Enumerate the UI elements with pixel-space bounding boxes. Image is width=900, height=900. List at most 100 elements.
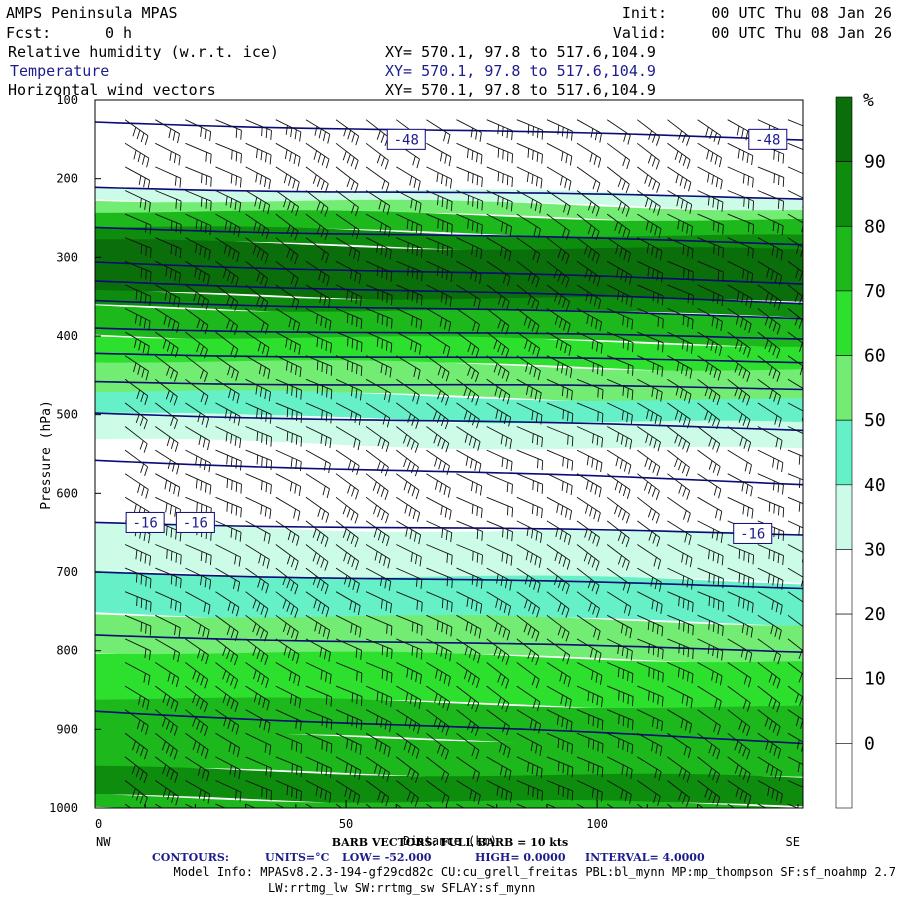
wind-barb bbox=[757, 190, 785, 211]
wind-barb bbox=[335, 308, 363, 329]
wind-barb bbox=[275, 284, 300, 311]
wind-barb bbox=[305, 614, 331, 640]
wind-barb bbox=[245, 614, 269, 642]
wind-barb bbox=[606, 496, 630, 524]
wind-barb bbox=[727, 260, 754, 284]
wind-barb bbox=[576, 685, 603, 708]
wind-barb bbox=[275, 237, 299, 264]
wind-barb bbox=[426, 709, 450, 736]
wind-barb bbox=[155, 732, 178, 760]
y-tick-label: 200 bbox=[56, 172, 78, 186]
wind-barb bbox=[667, 614, 694, 636]
wind-barb bbox=[215, 780, 242, 802]
wind-barb bbox=[606, 803, 614, 808]
wind-barb bbox=[757, 284, 782, 311]
wind-barb bbox=[396, 449, 419, 477]
y-tick-label: 500 bbox=[56, 408, 78, 422]
y-tick-label: 800 bbox=[56, 644, 78, 658]
wind-barb bbox=[335, 496, 359, 524]
wind-barb bbox=[486, 237, 512, 262]
wind-barb bbox=[516, 780, 544, 801]
wind-barb bbox=[727, 591, 754, 613]
wind-barb bbox=[155, 756, 179, 783]
wind-barb bbox=[667, 402, 691, 429]
model-info-line-1: Model Info: MPASv8.2.3-194-gf29cd82c CU:… bbox=[174, 865, 896, 879]
colorbar-segment bbox=[835, 743, 853, 809]
contour-label: -16 bbox=[740, 526, 765, 542]
wind-barb bbox=[516, 709, 542, 734]
wind-barb bbox=[787, 331, 803, 355]
wind-barb bbox=[516, 591, 540, 618]
wind-barb bbox=[155, 709, 178, 736]
field-name-temperature: Temperature bbox=[10, 62, 109, 80]
wind-barb bbox=[305, 166, 329, 193]
wind-barb bbox=[155, 190, 182, 211]
wind-barb bbox=[124, 662, 151, 686]
wind-barb bbox=[697, 308, 723, 331]
wind-barb bbox=[697, 732, 721, 760]
wind-barb bbox=[275, 614, 299, 642]
wind-barb bbox=[486, 685, 510, 713]
wind-barb bbox=[576, 190, 600, 217]
wind-barb bbox=[365, 638, 393, 659]
wind-barb bbox=[305, 378, 333, 400]
wind-barb bbox=[215, 166, 242, 188]
wind-barb bbox=[245, 308, 269, 335]
rh-band bbox=[95, 305, 803, 349]
wind-barb bbox=[456, 166, 483, 188]
wind-barb bbox=[516, 544, 542, 568]
wind-barb bbox=[396, 685, 422, 710]
wind-barb bbox=[576, 520, 601, 547]
wind-barb bbox=[757, 449, 784, 472]
plot-frame bbox=[94, 99, 804, 809]
wind-barb bbox=[757, 496, 785, 518]
wind-barb bbox=[637, 496, 660, 524]
wind-barb bbox=[426, 520, 453, 543]
wind-barb bbox=[124, 544, 152, 566]
wind-barb bbox=[215, 119, 242, 140]
wind-barb bbox=[787, 142, 803, 150]
wind-barb bbox=[185, 119, 212, 142]
wind-barb bbox=[335, 662, 363, 683]
wind-barb bbox=[486, 260, 511, 287]
wind-barb bbox=[185, 190, 212, 211]
wind-barb bbox=[155, 780, 179, 806]
wind-barb bbox=[245, 732, 272, 755]
y-axis: 100 200 300 400 500 600 700 800 900 1000 bbox=[49, 93, 101, 815]
wind-barb bbox=[486, 284, 510, 311]
wind-barb bbox=[365, 166, 390, 193]
wind-barb bbox=[335, 355, 363, 376]
wind-barb bbox=[697, 638, 724, 661]
wind-barb bbox=[365, 213, 391, 238]
wind-barb bbox=[396, 426, 419, 453]
wind-barb bbox=[155, 473, 181, 497]
wind-barb bbox=[757, 426, 783, 450]
wind-barb bbox=[486, 496, 514, 518]
wind-barb bbox=[757, 614, 782, 640]
wind-barb bbox=[124, 119, 149, 146]
wind-barb bbox=[516, 402, 543, 425]
wind-barb bbox=[576, 284, 602, 310]
wind-barb bbox=[576, 638, 602, 663]
temperature-contour bbox=[95, 226, 803, 246]
wind-barb bbox=[486, 308, 510, 335]
wind-barb bbox=[124, 685, 150, 710]
wind-barb bbox=[305, 756, 332, 778]
wind-barb bbox=[305, 237, 330, 264]
colorbar-segment bbox=[835, 225, 853, 292]
wind-barb bbox=[275, 662, 301, 687]
wind-barb bbox=[607, 402, 633, 425]
contour-label: -16 bbox=[183, 515, 208, 531]
wind-barb bbox=[456, 331, 480, 359]
wind-barb bbox=[396, 308, 423, 330]
wind-barb bbox=[546, 709, 573, 732]
wind-barb bbox=[546, 780, 574, 801]
wind-barb bbox=[637, 544, 662, 570]
wind-barb bbox=[245, 260, 269, 288]
wind-barb bbox=[606, 426, 633, 450]
colorbar-tick-label: 40 bbox=[864, 475, 886, 496]
wind-barb bbox=[155, 638, 180, 663]
wind-barb bbox=[396, 473, 420, 500]
wind-barb bbox=[667, 190, 693, 214]
